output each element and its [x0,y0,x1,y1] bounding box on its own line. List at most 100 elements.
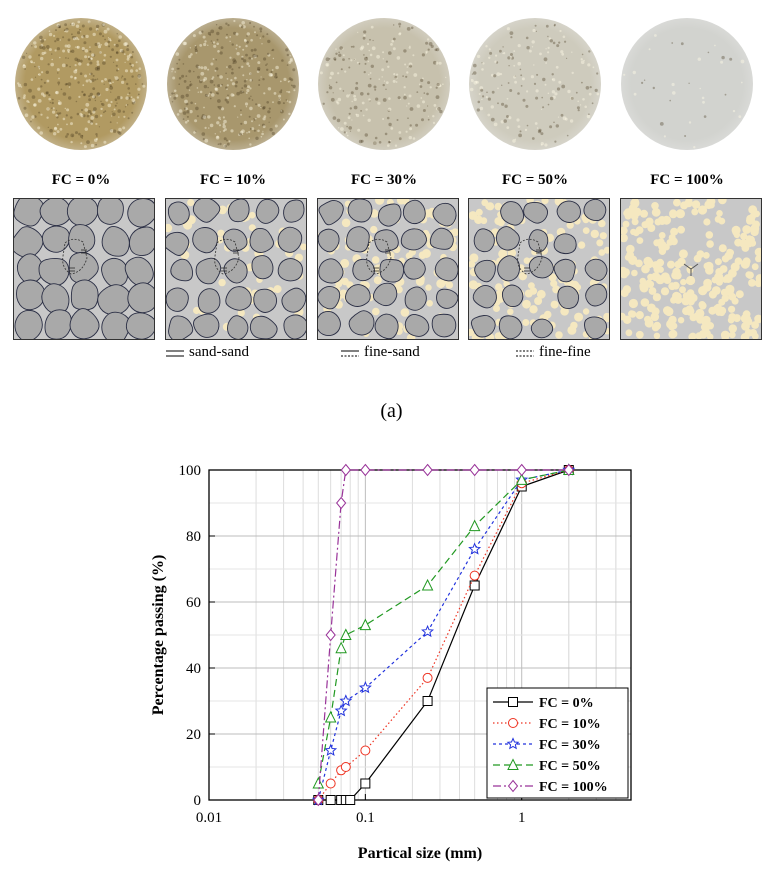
fine-particle [620,226,628,235]
sample-texture [469,23,600,147]
data-point [468,542,482,555]
sand-grain [553,233,577,255]
data-point [360,778,371,789]
fine-particle [375,198,385,205]
sand-sand-contact-icon [166,350,184,357]
fine-particle [340,258,350,268]
sample-photo-fc100 [621,18,753,150]
fine-particle [468,328,475,337]
fine-particle [677,317,685,324]
fine-particle [566,221,574,229]
sand-grain [101,311,131,340]
sand-grain [223,258,248,284]
fine-particle [536,289,546,299]
fine-particle [680,278,687,286]
fine-particle [541,198,549,205]
sand-grain [584,258,608,281]
sand-grain [400,228,427,251]
sand-grain [378,203,402,227]
y-tick-label: 60 [186,595,201,611]
sand-grain [195,257,222,285]
fine-particle [698,301,706,309]
data-point [339,694,353,707]
fine-particle [652,261,661,270]
sand-grain [125,312,155,340]
sample-label-fc50: FC = 50% [501,172,569,188]
fine-contact-mark [683,263,699,276]
sand-grain [528,255,554,279]
fine-particle [716,210,723,217]
fine-particle [341,218,351,228]
data-point [313,793,324,807]
data-point [516,463,527,477]
fine-particle [445,281,454,289]
fine-particle [599,232,607,240]
sand-grain [14,309,43,340]
fine-particle [749,213,756,220]
fine-particle [754,314,762,324]
contact-legend-sand-sand: sand-sand [165,344,249,361]
y-tick-label: 20 [186,727,201,743]
fine-particle [685,307,695,316]
fine-particle [691,200,701,209]
sand-grain [347,198,373,223]
fine-particle [662,215,671,225]
sample-photo-fc10 [167,18,299,150]
fine-particle [647,224,656,232]
fine-particle [740,232,748,240]
legend-marker [507,758,519,770]
data-point [325,628,336,642]
sand-grain [498,315,523,340]
fine-particle [747,235,755,244]
sample-label-fc0: FC = 0% [51,172,111,188]
fine-particle [622,220,630,228]
series-line [317,469,569,784]
fine-particle [498,249,508,259]
fine-particle [187,199,195,207]
contact-legend-label: fine-fine [539,344,591,360]
fine-particle [494,332,502,340]
sand-grain [404,314,430,337]
sand-grain [225,286,252,311]
fine-particle [693,254,702,263]
schematic-fc30 [317,198,459,340]
fine-particle [341,277,349,286]
fine-particle [672,267,681,276]
fine-particle [652,293,661,302]
sand-grain [429,227,454,250]
sand-grain [500,201,525,226]
fine-particle [523,257,531,264]
fine-particle [701,315,711,325]
sample-texture [169,19,296,148]
fine-particle [623,315,632,324]
fine-particle [300,243,307,251]
fine-particle [677,225,685,234]
data-point [312,776,325,789]
sample-texture [319,22,447,147]
fine-particle [550,279,558,288]
contact-marks [373,249,391,272]
data-point [563,463,574,477]
data-point [340,463,351,477]
fine-particle [631,198,640,207]
sand-grain [344,284,371,307]
schematic-frame [317,198,459,340]
y-tick-label: 40 [186,661,201,677]
sand-grain [165,287,189,312]
sand-grain [192,227,218,254]
fine-particle [165,223,173,233]
fine-particle [636,237,644,244]
sand-grain [227,315,249,340]
sand-grain [165,231,190,256]
fine-particle [671,281,680,290]
fine-particle [723,274,733,283]
contact-legend-fine-fine: fine-fine [515,344,591,361]
fine-particle [522,319,530,326]
fine-particle [715,278,723,286]
data-point [422,672,433,683]
fine-particle [555,331,563,339]
sand-grain [318,258,344,284]
fine-particle [494,202,503,211]
sand-grain [39,198,72,227]
sand-grain [472,284,497,309]
